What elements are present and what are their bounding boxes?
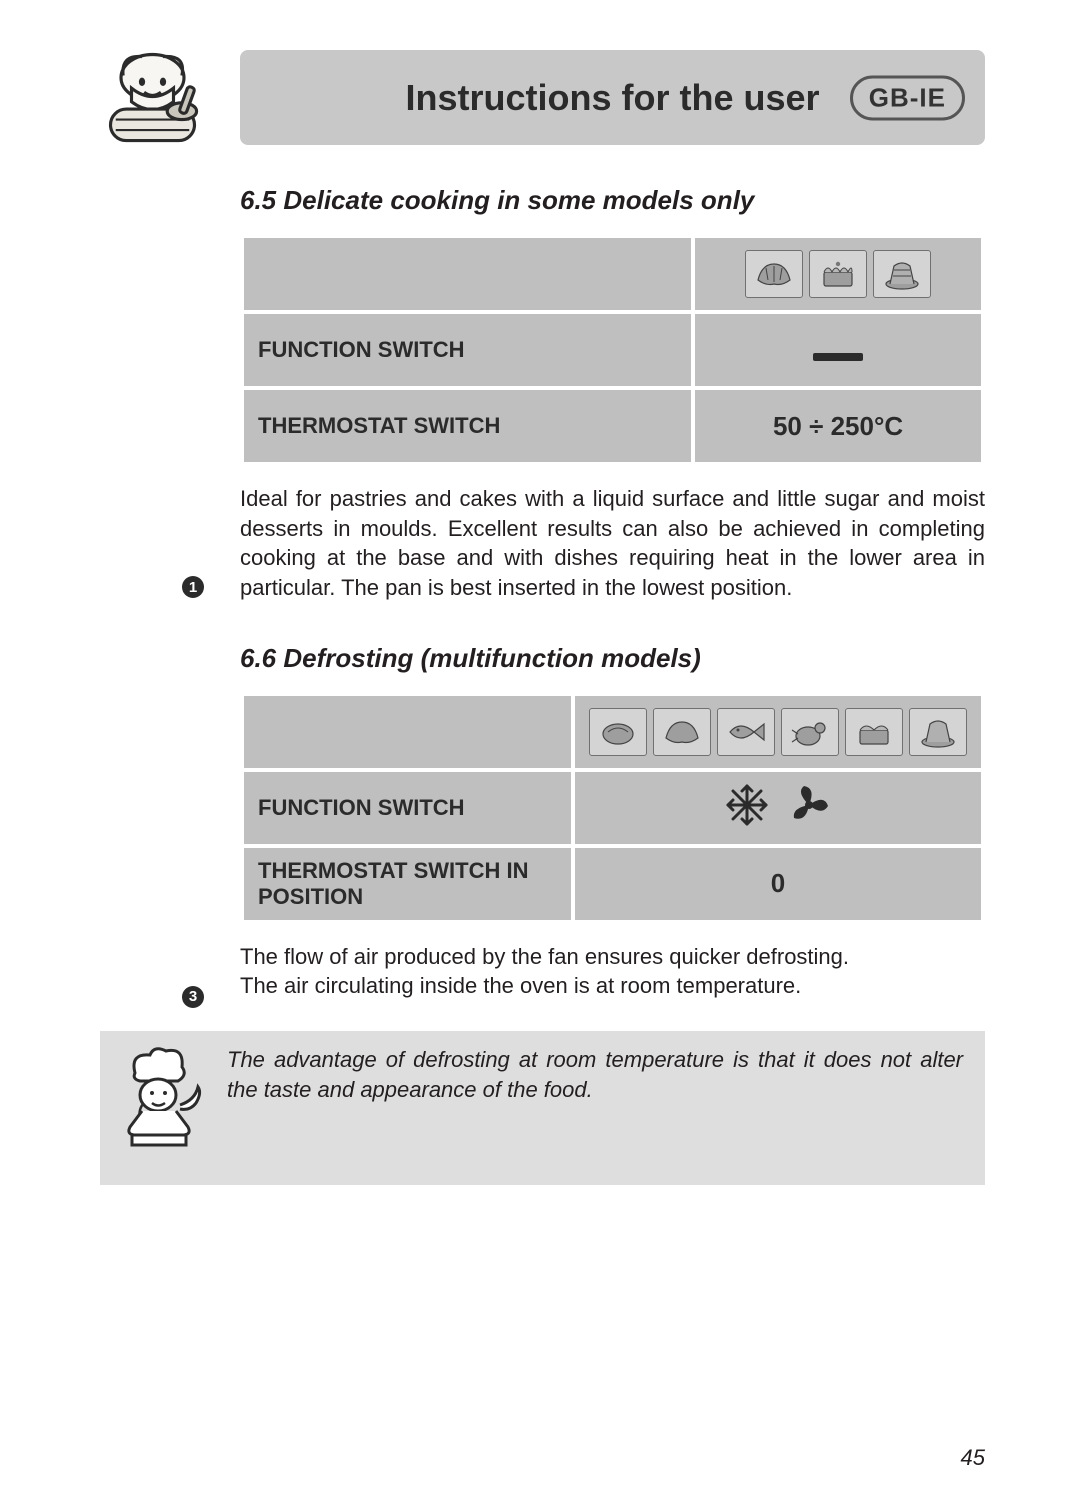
- bread-roll-icon: [589, 708, 647, 756]
- function-switch-symbol: [695, 314, 981, 386]
- thermostat-switch-value: 50 ÷ 250°C: [695, 390, 981, 462]
- header: Instructions for the user GB-IE: [100, 50, 985, 145]
- chef-tip-box: The advantage of defrosting at room temp…: [100, 1031, 985, 1185]
- section-6-5-title: 6.5 Delicate cooking in some models only: [240, 185, 985, 216]
- header-banner: Instructions for the user GB-IE: [240, 50, 985, 145]
- thermostat-switch-label: THERMOSTAT SWITCH: [244, 390, 691, 462]
- function-switch-label-2: FUNCTION SWITCH: [244, 772, 571, 844]
- section-6-5-paragraph: Ideal for pastries and cakes with a liqu…: [240, 484, 985, 603]
- cake2-icon: [845, 708, 903, 756]
- croissant2-icon: [653, 708, 711, 756]
- section-6-6-title: 6.6 Defrosting (multifunction models): [240, 643, 985, 674]
- chef-tip-icon: [110, 1045, 205, 1155]
- page-number: 45: [961, 1445, 985, 1471]
- region-badge: GB-IE: [850, 75, 965, 120]
- section-6-6-line1: The flow of air produced by the fan ensu…: [240, 944, 849, 969]
- pudding2-icon: [909, 708, 967, 756]
- function-switch-symbol-2: [575, 772, 981, 844]
- rack-paragraph-6-5: 1 Ideal for pastries and cakes with a li…: [100, 484, 985, 603]
- snowflake-icon: [724, 782, 770, 828]
- food-icons-cell: [695, 238, 981, 310]
- chicken-icon: [781, 708, 839, 756]
- food-icons-cell-2: [575, 696, 981, 768]
- content: 6.5 Delicate cooking in some models only: [240, 185, 985, 1185]
- food-icons-spacer: [244, 238, 691, 310]
- rack-position-badge: 1: [182, 576, 204, 598]
- thermostat-switch-label-2: THERMOSTAT SWITCH IN POSITION: [244, 848, 571, 920]
- chef-tip-text: The advantage of defrosting at room temp…: [227, 1045, 963, 1104]
- pudding-icon: [873, 250, 931, 298]
- chef-spoon-icon: [100, 44, 205, 149]
- bottom-heat-icon: [813, 353, 863, 361]
- fish-icon: [717, 708, 775, 756]
- thermostat-switch-value-2: 0: [575, 848, 981, 920]
- section-6-6-paragraph: The flow of air produced by the fan ensu…: [240, 942, 985, 1001]
- fan-icon: [786, 782, 832, 828]
- rack-position-badge-2: 3: [182, 986, 204, 1008]
- rack-paragraph-6-6: 3 The flow of air produced by the fan en…: [100, 942, 985, 1001]
- section-6-6-line2: The air circulating inside the oven is a…: [240, 973, 801, 998]
- function-table-6-5: FUNCTION SWITCH THERMOSTAT SWITCH 50 ÷ 2…: [240, 234, 985, 466]
- food-icons-spacer-2: [244, 696, 571, 768]
- croissant-icon: [745, 250, 803, 298]
- function-table-6-6: FUNCTION SWITCH: [240, 692, 985, 924]
- page: Instructions for the user GB-IE 6.5 Deli…: [0, 0, 1080, 1511]
- function-switch-label: FUNCTION SWITCH: [244, 314, 691, 386]
- cake-icon: [809, 250, 867, 298]
- header-title: Instructions for the user: [405, 77, 819, 119]
